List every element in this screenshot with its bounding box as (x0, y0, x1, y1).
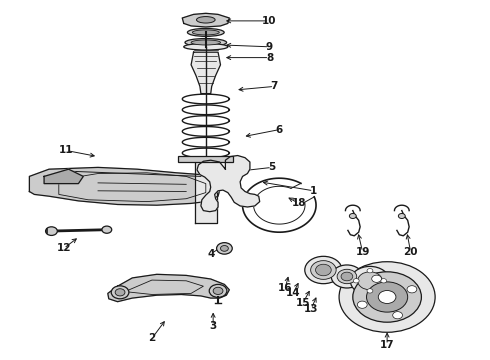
Polygon shape (108, 274, 229, 302)
Ellipse shape (191, 40, 220, 45)
Text: 19: 19 (355, 247, 370, 257)
Circle shape (316, 264, 331, 276)
Circle shape (115, 289, 125, 296)
Circle shape (102, 226, 112, 233)
Circle shape (357, 301, 367, 308)
Circle shape (367, 269, 373, 273)
Polygon shape (44, 169, 83, 184)
Ellipse shape (192, 30, 219, 35)
Text: 11: 11 (59, 145, 74, 156)
Circle shape (350, 266, 390, 295)
Ellipse shape (185, 39, 226, 46)
Text: 20: 20 (403, 247, 418, 257)
Text: 6: 6 (276, 125, 283, 135)
Circle shape (353, 272, 421, 322)
Polygon shape (182, 13, 229, 27)
Polygon shape (191, 52, 220, 94)
Circle shape (392, 312, 402, 319)
Text: 2: 2 (148, 333, 155, 343)
Circle shape (407, 286, 417, 293)
Ellipse shape (184, 44, 228, 50)
Circle shape (367, 282, 408, 312)
Circle shape (305, 256, 342, 284)
Circle shape (111, 286, 129, 299)
Circle shape (209, 284, 227, 297)
Text: 17: 17 (380, 340, 394, 350)
Text: 9: 9 (266, 42, 273, 52)
Circle shape (220, 246, 228, 251)
Text: 7: 7 (270, 81, 278, 91)
Circle shape (341, 272, 353, 281)
Circle shape (378, 291, 396, 303)
Text: 12: 12 (56, 243, 71, 253)
Text: 1: 1 (310, 186, 317, 196)
Text: 16: 16 (278, 283, 293, 293)
Circle shape (381, 279, 387, 283)
Circle shape (331, 265, 363, 288)
Text: 8: 8 (266, 53, 273, 63)
Circle shape (213, 287, 223, 294)
Circle shape (353, 279, 359, 283)
Text: 10: 10 (262, 16, 277, 26)
Circle shape (398, 213, 405, 219)
Circle shape (46, 227, 57, 235)
Text: 5: 5 (269, 162, 275, 172)
Circle shape (339, 262, 435, 332)
Circle shape (311, 261, 336, 279)
Circle shape (349, 213, 356, 219)
Text: 15: 15 (295, 298, 310, 308)
Polygon shape (195, 158, 217, 223)
Circle shape (372, 275, 382, 282)
Text: 4: 4 (207, 249, 215, 259)
Polygon shape (197, 156, 260, 212)
Text: 3: 3 (210, 321, 217, 331)
Circle shape (337, 269, 357, 284)
Text: 13: 13 (304, 304, 318, 314)
Polygon shape (29, 167, 220, 205)
Text: 14: 14 (286, 288, 300, 298)
Circle shape (367, 289, 373, 293)
Ellipse shape (196, 17, 215, 23)
Bar (178, 156, 233, 162)
Text: 18: 18 (292, 198, 306, 208)
Circle shape (217, 243, 232, 254)
Circle shape (358, 272, 382, 290)
Ellipse shape (187, 28, 224, 36)
